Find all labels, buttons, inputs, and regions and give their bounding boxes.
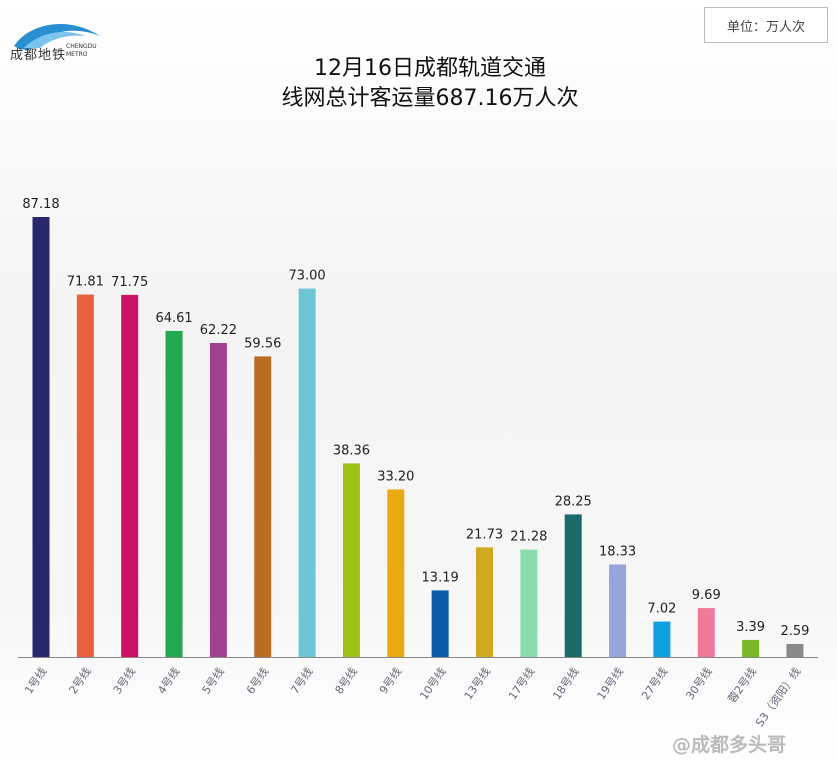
chart-title: 12月16日成都轨道交通 xyxy=(314,56,546,81)
bar xyxy=(121,294,139,657)
data-label: 18.33 xyxy=(599,544,636,559)
bar xyxy=(742,639,760,657)
data-label: 71.81 xyxy=(67,275,104,290)
bar xyxy=(209,342,227,657)
tick-label: 蓉2号线 xyxy=(725,665,759,706)
tick-label: 30号线 xyxy=(683,665,715,703)
data-label: 59.56 xyxy=(244,336,281,351)
tick-label: S3（资阳）线 xyxy=(752,665,803,730)
bar xyxy=(476,547,493,657)
data-label: 38.36 xyxy=(333,443,370,458)
tick-label: 9号线 xyxy=(376,665,404,697)
bar xyxy=(76,294,94,657)
data-label: 2.59 xyxy=(780,624,809,639)
data-label: 28.25 xyxy=(555,494,592,509)
tick-label: 13号线 xyxy=(461,665,493,703)
tick-label: 27号线 xyxy=(638,665,670,703)
logo-text: 成都地铁 xyxy=(10,48,67,63)
tick-label: 8号线 xyxy=(332,665,360,697)
data-label: 9.69 xyxy=(692,588,721,603)
data-label: 21.28 xyxy=(510,530,547,545)
tick-label: 5号线 xyxy=(199,665,227,697)
watermark: @成都多头哥 xyxy=(672,734,787,756)
data-label: 73.00 xyxy=(288,269,325,284)
tick-label: 1号线 xyxy=(21,665,49,697)
data-label: 71.75 xyxy=(111,275,148,290)
bar xyxy=(697,608,715,657)
bar xyxy=(564,514,582,657)
tick-label: 3号线 xyxy=(110,665,138,697)
tick-label: 18号线 xyxy=(550,665,582,703)
data-label: 7.02 xyxy=(647,602,676,617)
chengdu-metro-logo xyxy=(14,23,100,50)
bar xyxy=(786,643,804,657)
data-label: 21.73 xyxy=(466,527,503,542)
data-label: 33.20 xyxy=(377,469,414,484)
data-label: 13.19 xyxy=(422,570,459,585)
tick-label: 17号线 xyxy=(505,665,537,703)
bar xyxy=(653,621,671,657)
bar xyxy=(609,564,627,657)
tick-label: 7号线 xyxy=(287,665,315,697)
tick-label: 10号线 xyxy=(416,665,448,703)
bar xyxy=(431,590,449,657)
unit-label: 单位：万人次 xyxy=(704,7,828,43)
bar xyxy=(342,463,360,657)
tick-label: 4号线 xyxy=(154,665,182,697)
bar xyxy=(254,356,272,657)
tick-label: 2号线 xyxy=(66,665,94,697)
data-label: 64.61 xyxy=(155,311,192,326)
bar xyxy=(387,489,405,657)
logo-english: CHENGDU METRO xyxy=(66,43,97,58)
tick-label: 19号线 xyxy=(594,665,626,703)
bar xyxy=(298,288,316,657)
data-label: 3.39 xyxy=(736,620,765,635)
data-label: 62.22 xyxy=(200,323,237,338)
bar xyxy=(520,549,538,657)
tick-label: 6号线 xyxy=(243,665,271,697)
bar xyxy=(165,330,183,657)
chart-subtitle: 线网总计客运量687.16万人次 xyxy=(281,86,579,111)
bar xyxy=(32,217,50,657)
data-label: 87.18 xyxy=(22,197,59,212)
